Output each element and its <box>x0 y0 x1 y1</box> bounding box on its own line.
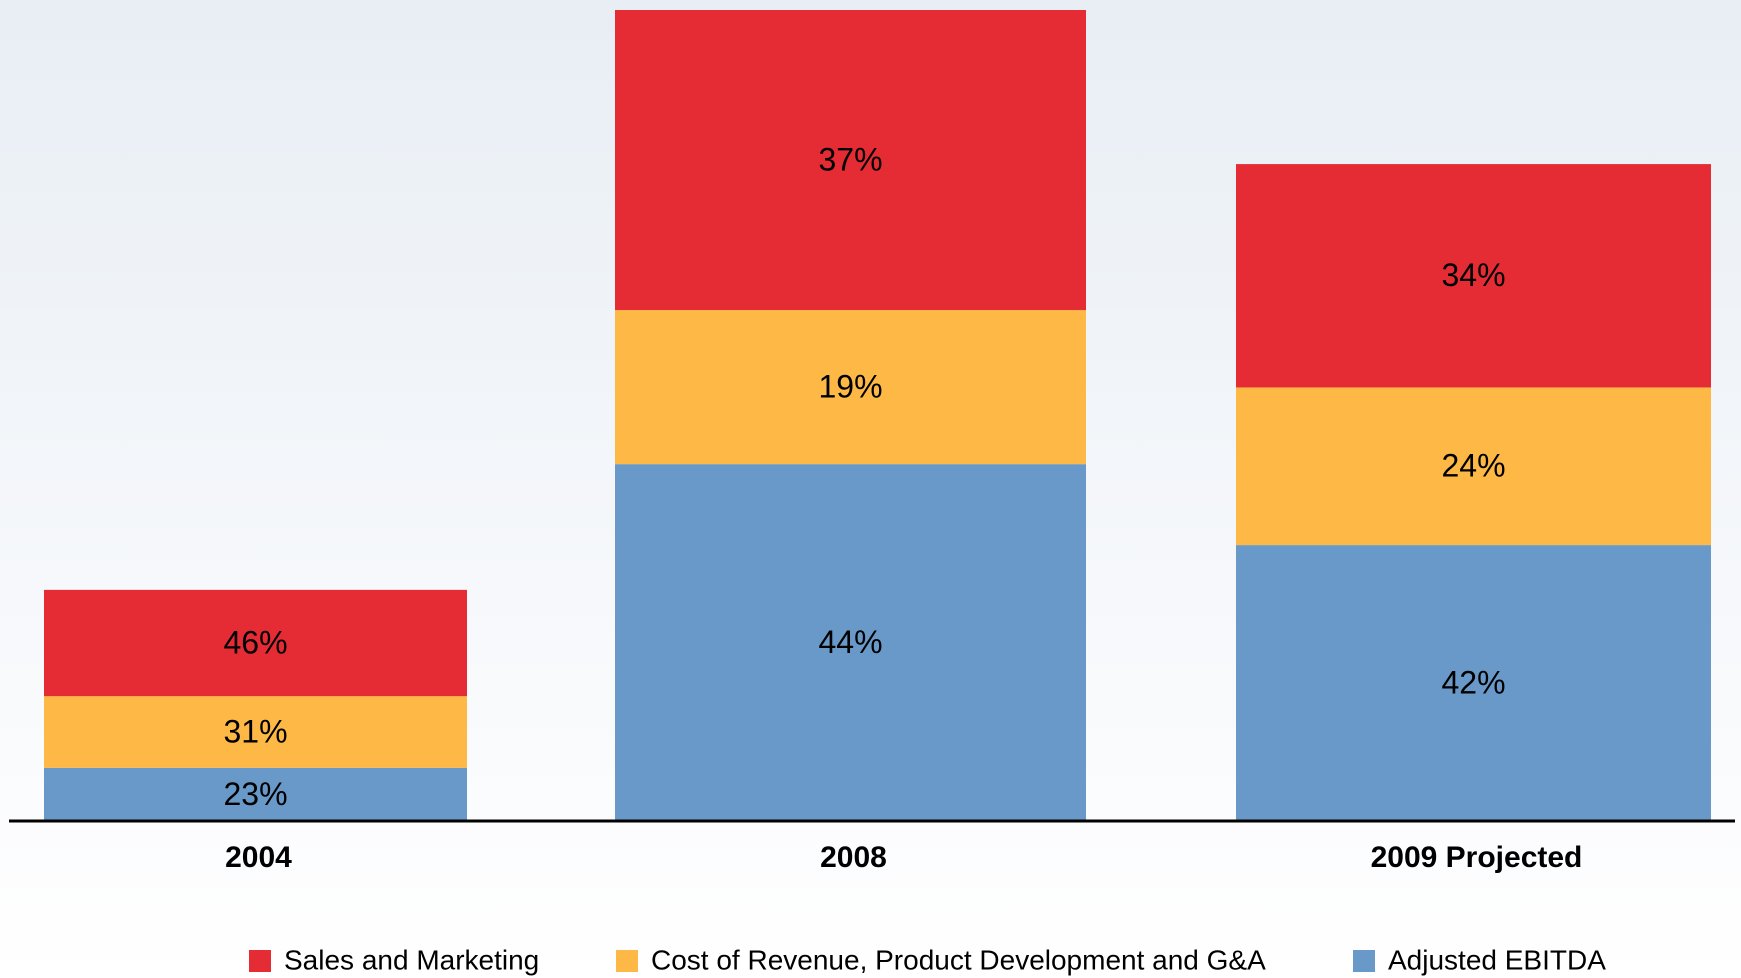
data-label: 37% <box>818 141 882 177</box>
data-label: 34% <box>1441 257 1505 293</box>
legend-swatch <box>249 950 271 972</box>
bar-segment <box>615 464 1086 821</box>
legend-label: Sales and Marketing <box>284 944 539 975</box>
x-tick-label: 2009 Projected <box>1371 841 1583 874</box>
data-label: 23% <box>223 776 287 812</box>
bar-segment <box>1236 387 1711 546</box>
bar-segment <box>1236 545 1711 821</box>
data-label: 31% <box>223 713 287 749</box>
data-label: 44% <box>818 624 882 660</box>
legend-swatch <box>616 950 638 972</box>
bar-segment <box>615 310 1086 465</box>
legend-swatch <box>1353 950 1375 972</box>
x-tick-label: 2008 <box>820 841 887 874</box>
data-label: 46% <box>223 624 287 660</box>
bar-segment <box>615 10 1086 311</box>
x-tick-label: 2004 <box>225 841 292 874</box>
bar-segment <box>44 767 467 821</box>
data-label: 19% <box>818 369 882 405</box>
data-label: 24% <box>1441 448 1505 484</box>
legend-label: Adjusted EBITDA <box>1388 944 1606 975</box>
bar-segment <box>44 589 467 697</box>
bar-segment <box>44 696 467 768</box>
data-label: 42% <box>1441 665 1505 701</box>
bar-segment <box>1236 164 1711 388</box>
legend-label: Cost of Revenue, Product Development and… <box>651 944 1266 975</box>
